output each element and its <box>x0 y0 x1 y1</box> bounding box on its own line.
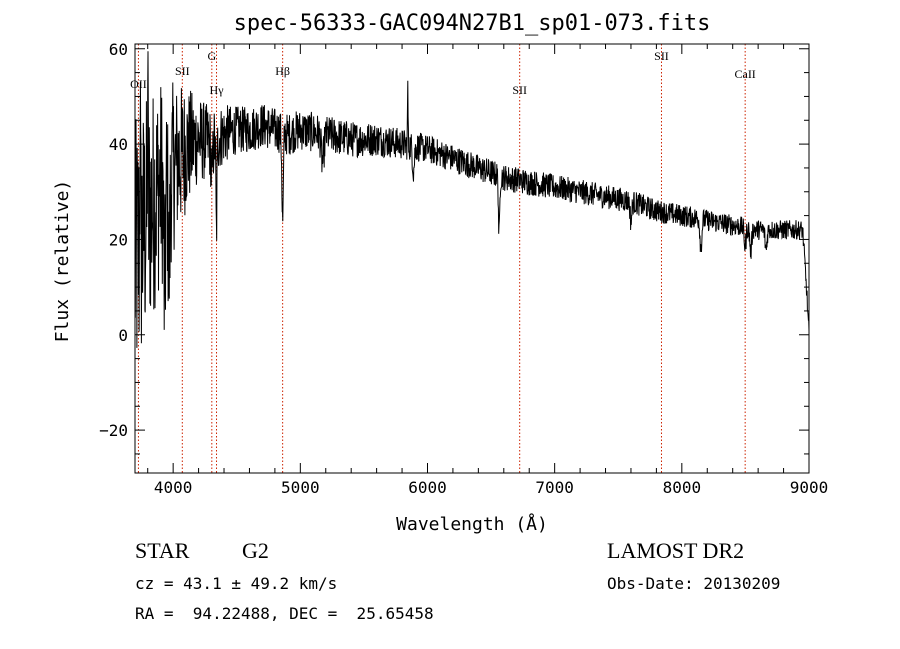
plot-frame <box>134 43 810 474</box>
spectral-line-label: Hβ <box>275 64 290 78</box>
y-tick-label: 0 <box>118 326 128 345</box>
y-tick-label: 40 <box>109 135 128 154</box>
y-tick-label: −20 <box>99 421 128 440</box>
x-tick-label: 7000 <box>535 478 574 497</box>
spectral-line-label: OII <box>130 77 147 91</box>
sky-coordinates: RA = 94.22488, DEC = 25.65458 <box>135 604 434 623</box>
object-class: STAR <box>135 538 190 563</box>
observation-date: Obs-Date: 20130209 <box>607 574 781 593</box>
spectral-line-label: CaII <box>734 67 755 81</box>
spectral-line-label: G <box>207 49 216 63</box>
spectral-line-markers: OII SII G Hγ Hβ SII SII CaII <box>130 44 756 473</box>
object-subclass: G2 <box>242 538 269 563</box>
axis-ticks: 4000 5000 6000 7000 8000 9000 −20 0 20 40 60 <box>99 40 828 497</box>
x-axis-label: Wavelength (Å) <box>396 513 548 535</box>
spectral-line-label: SII <box>512 83 527 97</box>
spectrum-line <box>134 51 810 348</box>
survey-name: LAMOST DR2 <box>607 538 745 563</box>
chart-title: spec-56333-GAC094N27B1_sp01-073.fits <box>234 11 711 36</box>
spectral-line-label: SII <box>654 49 669 63</box>
redshift-velocity: cz = 43.1 ± 49.2 km/s <box>135 574 338 593</box>
x-tick-label: 6000 <box>408 478 447 497</box>
x-tick-label: 4000 <box>154 478 193 497</box>
y-axis-label: Flux (relative) <box>52 180 73 343</box>
spectral-line-label: SII <box>175 64 190 78</box>
x-tick-label: 8000 <box>663 478 702 497</box>
y-tick-label: 60 <box>109 40 128 59</box>
y-tick-label: 20 <box>109 230 128 249</box>
spectral-line-label: Hγ <box>210 83 225 97</box>
x-tick-label: 5000 <box>281 478 320 497</box>
x-tick-label: 9000 <box>790 478 829 497</box>
